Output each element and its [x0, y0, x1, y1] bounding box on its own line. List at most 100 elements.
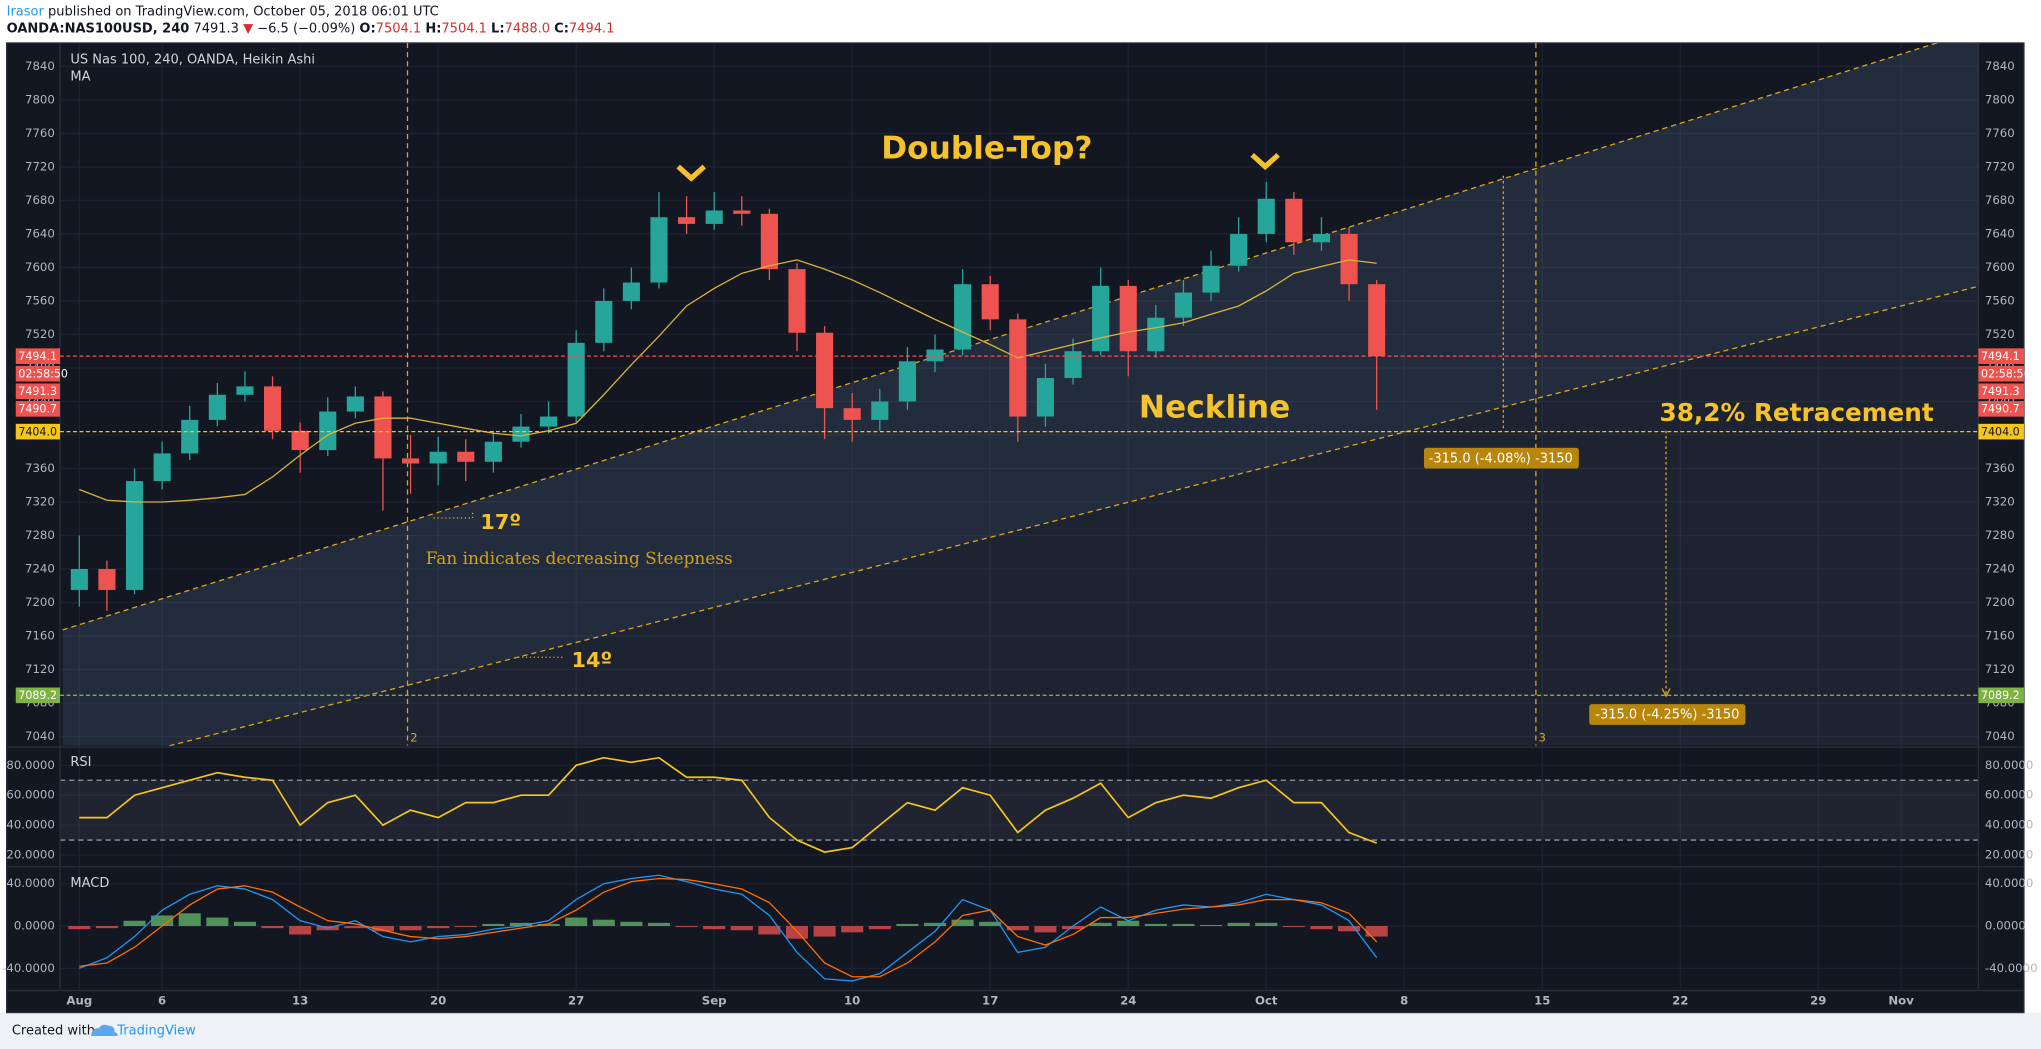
price-badge: [15, 687, 61, 704]
histogram-bar: [1282, 926, 1305, 928]
y-tick-label: 7760: [25, 126, 55, 140]
histogram-bar: [675, 926, 698, 928]
ohlc-value: 7488.0: [505, 21, 551, 36]
y-tick-label: 7560: [25, 293, 55, 307]
candle-body: [236, 386, 254, 395]
line: [79, 874, 1378, 982]
candle-body: [181, 419, 199, 454]
y-tick-label: 7320: [25, 494, 55, 508]
band-fill: [60, 780, 1979, 841]
y-tick-label: -40.0000: [1985, 961, 2038, 975]
candle-body: [622, 282, 640, 301]
byline: Irasor published on TradingView.com, Oct…: [7, 4, 439, 19]
x-tick-label: 27: [568, 993, 584, 1007]
candle-body: [319, 411, 337, 451]
histogram-bar: [233, 921, 256, 927]
y-tick-label: 20.0000: [6, 848, 54, 862]
footer-brand[interactable]: TradingView: [116, 1023, 196, 1038]
chevron: [676, 164, 706, 182]
price-badge-text: 7404.0: [1981, 425, 2020, 438]
candle-body: [263, 386, 282, 431]
histogram-bar: [868, 926, 891, 930]
histogram-bar: [647, 922, 671, 927]
price-badge: [15, 383, 61, 400]
ohlc-value: 7504.1: [441, 21, 486, 36]
candle-body: [595, 300, 613, 343]
price-badge: [15, 401, 61, 417]
histogram-bar: [427, 926, 450, 929]
last-price: 7491.3: [193, 21, 239, 36]
histogram-bar: [620, 921, 643, 927]
price-badge: [1978, 365, 2024, 382]
histogram-bar: [758, 926, 781, 935]
legend-entry: MA: [70, 69, 90, 84]
x-tick-label: 22: [1672, 993, 1688, 1007]
price-badge: [1978, 423, 2024, 440]
price-badge-text: 7491.3: [1981, 385, 2020, 398]
candle-body: [1285, 198, 1303, 243]
y-tick-label: 7800: [25, 92, 55, 106]
histogram-bar: [344, 926, 367, 929]
ohlc-key: O:: [359, 21, 375, 36]
y-tick-label: 7760: [1985, 126, 2015, 140]
price-badge-text: 02:58:50: [18, 367, 68, 380]
brand-logo: [91, 1024, 118, 1036]
price-badge-text: 02:58:50: [1981, 367, 2031, 380]
price-badge-text: 7494.1: [18, 350, 57, 363]
histogram-bar: [482, 923, 505, 927]
x-tick-label: 8: [1400, 993, 1408, 1007]
author[interactable]: Irasor: [7, 4, 45, 19]
x-tick-label: Sep: [702, 993, 727, 1007]
line: [79, 756, 1378, 853]
histogram-bar: [1117, 920, 1140, 927]
candle-body: [346, 396, 364, 412]
marker-label: 3: [1538, 730, 1545, 744]
histogram-bar: [565, 917, 588, 927]
y-tick-label: 7720: [1985, 159, 2015, 173]
y-tick-label: 7200: [1985, 595, 2015, 609]
candle-body: [540, 416, 558, 427]
measure-badge: [1423, 447, 1579, 469]
candle-body: [374, 396, 392, 459]
annotations: Double-Top? Neckline 38,2% Retracement F…: [410, 131, 1934, 745]
candle-body: [1202, 265, 1220, 293]
marker-label: 2: [410, 730, 417, 744]
ohlc-value: 7504.1: [376, 21, 422, 36]
histogram-bar: [1034, 926, 1057, 933]
angle-label: 17º: [480, 510, 521, 534]
fan-line: [169, 285, 1979, 746]
candle-body: [954, 284, 972, 350]
headline: Double-Top?: [881, 131, 1092, 167]
measure-badge: [1589, 704, 1746, 725]
fan-note: Fan indicates decreasing Steepness: [426, 548, 733, 568]
line: [79, 877, 1378, 978]
price-badge: [1978, 383, 2024, 400]
price-badge: [15, 348, 61, 364]
price-badge: [15, 365, 61, 382]
y-tick-label: 40.0000: [6, 876, 54, 890]
candle-body: [1092, 285, 1110, 352]
symbol: OANDA:NAS100USD, 240: [7, 21, 190, 36]
price-badge: [1978, 687, 2024, 704]
y-tick-label: 7360: [1985, 461, 2015, 475]
x-tick-label: 10: [844, 993, 860, 1007]
y-tick-label: 7280: [1985, 528, 2015, 542]
y-tick-label: 0.0000: [1985, 919, 2026, 933]
footer-text: Created with: [12, 1023, 95, 1038]
candle-body: [1174, 292, 1192, 318]
y-tick-label: 7520: [25, 327, 55, 341]
candle-body: [429, 451, 447, 464]
x-tick-label: Oct: [1255, 993, 1278, 1007]
histogram-bar: [1338, 926, 1361, 932]
candle-body: [567, 342, 585, 417]
x-tick-label: 17: [982, 993, 998, 1007]
y-tick-label: 60.0000: [1985, 788, 2033, 802]
histogram-bar: [951, 919, 974, 927]
candle-body: [291, 430, 309, 451]
histogram-bar: [703, 926, 726, 930]
y-tick-label: 7240: [1985, 562, 2015, 576]
candle-body: [153, 453, 171, 482]
x-tick-label: Aug: [66, 993, 92, 1007]
histogram-bar: [1089, 922, 1112, 927]
candle-body: [1312, 233, 1331, 243]
